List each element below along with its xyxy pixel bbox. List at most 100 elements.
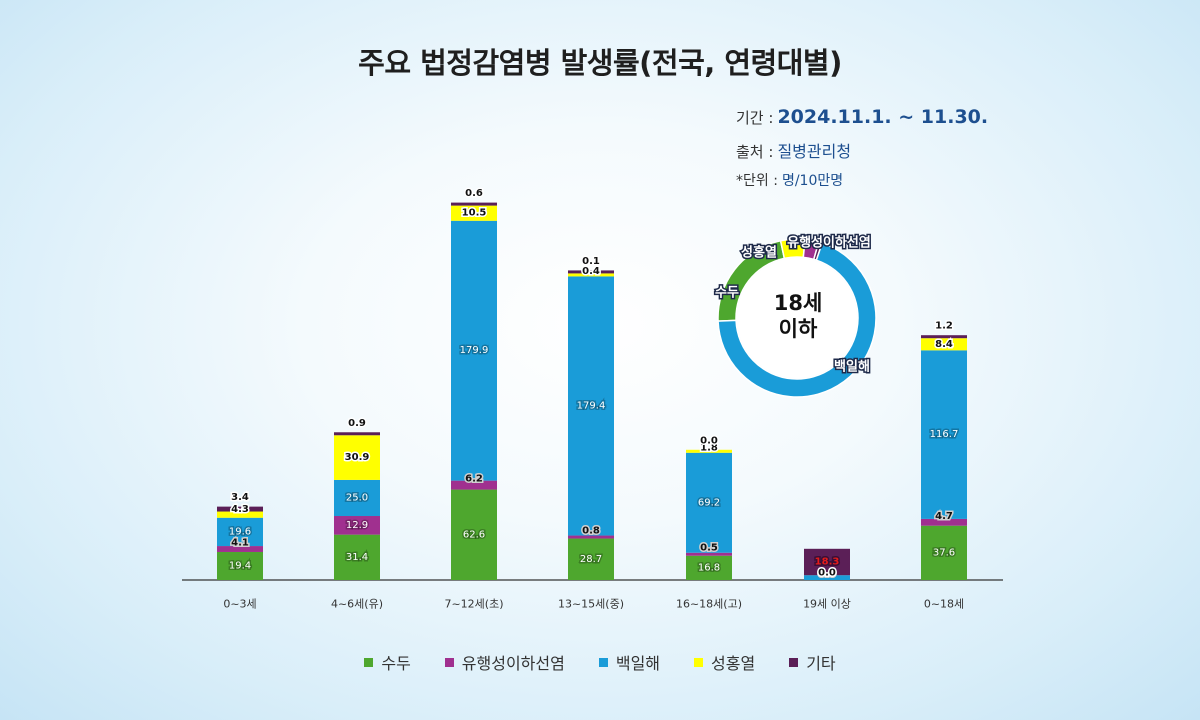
legend-item-mumps: 유행성이하선염	[444, 650, 565, 674]
data-label-mumps-2: 6.2	[465, 474, 483, 485]
x-tick-label-2: 7~12세(초)	[444, 598, 503, 611]
period-row: 기간 : 2024.11.1. ~ 11.30.	[736, 106, 988, 138]
bar-segment-scarlet-fever-6	[921, 338, 967, 351]
x-tick-label-1: 4~6세(유)	[331, 598, 383, 611]
bar-segment-pertussis-5	[804, 575, 850, 580]
data-label-varicella-3: 28.7	[580, 554, 602, 565]
data-label-scarlet-fever-5: 0.0	[818, 568, 836, 579]
data-label-other-2: 0.6	[465, 188, 483, 199]
data-label-varicella-6: 37.6	[933, 547, 955, 558]
bar-segment-mumps-3	[568, 535, 614, 539]
data-label-varicella-5: 0.0	[818, 569, 836, 580]
period-value: 2024.11.1. ~ 11.30.	[777, 106, 989, 128]
bar-segment-varicella-4	[686, 555, 732, 580]
data-label-pertussis-6: 116.7	[930, 429, 959, 440]
bar-segment-mumps-2	[451, 480, 497, 490]
source-label: 출처 :	[736, 143, 774, 161]
legend-swatch-mumps	[444, 657, 454, 667]
data-label-mumps-0: 4.1	[231, 538, 249, 549]
x-tick-label-4: 16~18세(고)	[676, 598, 742, 611]
x-tick-label-6: 0~18세	[924, 598, 964, 611]
bar-segment-scarlet-fever-0	[217, 511, 263, 518]
legend-item-pertussis: 백일해	[598, 650, 661, 674]
bar-segment-varicella-1	[334, 534, 380, 580]
data-label-scarlet-fever-0: 4.3	[231, 504, 249, 515]
legend-label-mumps: 유행성이하선염	[461, 654, 565, 673]
data-label-pertussis-4: 69.2	[698, 497, 720, 508]
bar-segment-other-5	[804, 548, 850, 576]
bar-segment-other-6	[921, 335, 967, 339]
source-row: 출처 : 질병관리청	[736, 138, 988, 170]
bar-segment-scarlet-fever-2	[451, 205, 497, 221]
data-label-other-5: 18.3	[815, 557, 840, 568]
x-tick-label-3: 13~15세(중)	[558, 598, 624, 611]
legend-label-other: 기타	[806, 654, 836, 673]
data-label-varicella-1: 31.4	[346, 552, 368, 563]
data-label-varicella-0: 19.4	[229, 560, 251, 571]
x-tick-label-5: 19세 이상	[803, 598, 851, 611]
data-label-mumps-4: 0.5	[700, 543, 718, 554]
bar-segment-mumps-0	[217, 546, 263, 552]
legend-item-other: 기타	[789, 650, 836, 674]
data-label-other-4: 0.0	[700, 435, 718, 446]
bar-segment-pertussis-3	[568, 276, 614, 536]
bar-segment-varicella-0	[217, 551, 263, 580]
data-label-varicella-4: 16.8	[698, 562, 720, 573]
chart-title: 주요 법정감염병 발생률(전국, 연령대별)	[358, 46, 842, 80]
bar-segment-other-1	[334, 432, 380, 436]
donut-label-pertussis: 백일해	[834, 359, 870, 375]
bar-segment-varicella-3	[568, 538, 614, 580]
chart-legend: 수두 유행성이하선염 백일해 성홍열 기타	[0, 650, 1200, 674]
donut-label-mumps: 유행성이하선염	[787, 235, 871, 251]
bar-segment-other-2	[451, 202, 497, 206]
bar-segment-pertussis-1	[334, 479, 380, 517]
period-label: 기간 :	[736, 109, 774, 127]
donut-label-varicella: 수두	[715, 286, 739, 301]
donut-center-line2: 이하	[778, 317, 818, 341]
bar-segment-other-0	[217, 506, 263, 512]
bar-segment-mumps-6	[921, 518, 967, 526]
data-label-scarlet-fever-3: 0.4	[582, 266, 600, 277]
data-label-other-1: 0.9	[348, 418, 366, 429]
bar-segment-scarlet-fever-3	[568, 273, 614, 277]
bar-segment-scarlet-fever-1	[334, 435, 380, 480]
unit-row: *단위 : 명/10만명	[736, 170, 988, 196]
donut-hole	[737, 258, 857, 378]
data-label-other-6: 1.2	[935, 321, 953, 332]
bar-segment-pertussis-6	[921, 350, 967, 519]
legend-swatch-pertussis	[598, 657, 608, 667]
data-label-scarlet-fever-4: 1.8	[700, 442, 718, 453]
x-tick-label-0: 0~3세	[223, 598, 256, 611]
data-label-varicella-2: 62.6	[463, 529, 485, 540]
data-label-mumps-6: 4.7	[935, 511, 953, 522]
data-label-mumps-5: 0.0	[818, 569, 836, 580]
legend-label-scarlet-fever: 성홍열	[711, 654, 756, 673]
legend-label-pertussis: 백일해	[615, 654, 661, 673]
data-label-pertussis-3: 179.4	[577, 400, 606, 411]
data-label-scarlet-fever-2: 10.5	[462, 208, 487, 219]
legend-label-varicella: 수두	[381, 654, 411, 673]
data-label-other-3: 0.1	[582, 256, 600, 267]
data-label-mumps-1: 12.9	[346, 520, 368, 531]
data-label-scarlet-fever-1: 30.9	[345, 452, 370, 463]
data-label-scarlet-fever-6: 8.4	[935, 339, 953, 350]
data-label-other-0: 3.4	[231, 492, 249, 503]
legend-swatch-other	[789, 657, 799, 667]
source-value: 질병관리청	[777, 142, 852, 161]
legend-item-varicella: 수두	[364, 650, 411, 674]
unit-label: *단위 :	[736, 173, 778, 189]
data-label-pertussis-2: 179.9	[460, 345, 489, 356]
bar-segment-varicella-2	[451, 489, 497, 580]
bar-segment-pertussis-2	[451, 220, 497, 481]
legend-item-scarlet-fever: 성홍열	[694, 650, 755, 674]
data-label-pertussis-0: 19.6	[229, 526, 251, 537]
data-label-pertussis-1: 25.0	[346, 492, 368, 503]
donut-slice-pertussis	[717, 242, 877, 398]
bar-segment-mumps-4	[686, 552, 732, 556]
bar-segment-mumps-1	[334, 516, 380, 535]
bar-segment-varicella-6	[921, 525, 967, 580]
unit-value: 명/10만명	[781, 173, 844, 189]
legend-swatch-varicella	[364, 657, 374, 667]
legend-swatch-scarlet-fever	[694, 657, 704, 667]
